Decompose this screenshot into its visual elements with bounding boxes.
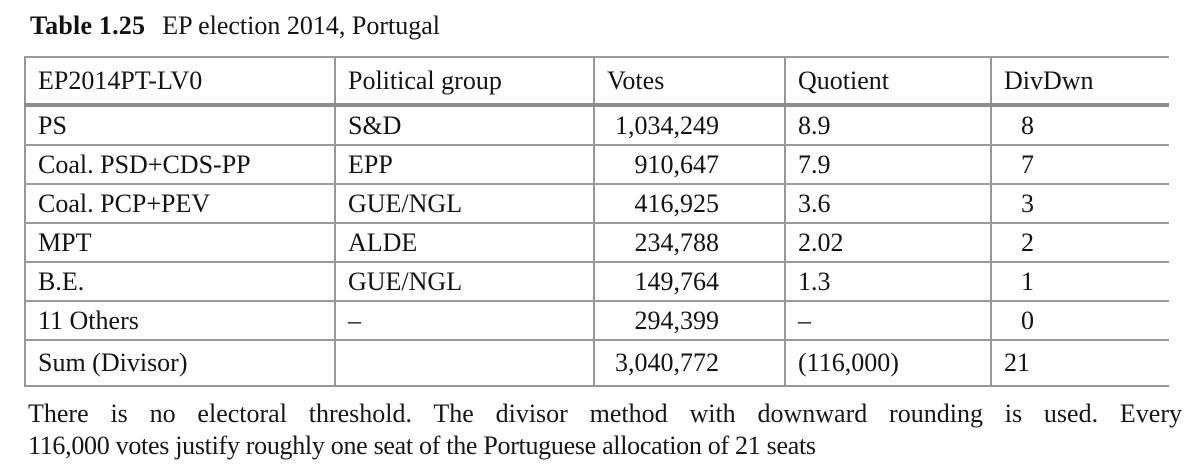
votes-cell: 910,647 — [594, 145, 786, 185]
divdwn-cell: 21 — [1004, 348, 1030, 377]
table-footnote: There is no electoral threshold. The div… — [28, 398, 1182, 462]
party-cell: Sum (Divisor) — [25, 340, 336, 386]
table-row: MPT ALDE 234,788 2.02 2 — [25, 223, 1169, 263]
party-cell: B.E. — [25, 262, 336, 302]
votes-cell: 416,925 — [594, 184, 786, 224]
group-cell: GUE/NGL — [335, 262, 595, 302]
divdwn-value: 3 — [1021, 188, 1034, 218]
group-cell: – — [335, 301, 595, 341]
quotient-cell: 1.3 — [785, 262, 992, 302]
votes-value: 416,925 — [634, 188, 720, 218]
party-cell: Coal. PCP+PEV — [25, 184, 336, 224]
quotient-cell: 8.9 — [785, 105, 992, 146]
header-political-group: Political group — [335, 57, 595, 107]
divdwn-value: 8 — [1021, 110, 1034, 140]
table-row: B.E. GUE/NGL 149,764 1.3 1 — [25, 262, 1169, 302]
quotient-cell: 7.9 — [785, 145, 992, 185]
group-cell: ALDE — [335, 223, 595, 263]
quotient-cell: 2.02 — [785, 223, 992, 263]
table-row: 11 Others – 294,399 – 0 — [25, 301, 1169, 341]
quotient-cell: (116,000) — [785, 340, 992, 386]
votes-value: 1,034,249 — [615, 110, 719, 140]
divdwn-cell: 3 — [991, 184, 1169, 224]
header-votes: Votes — [594, 57, 786, 107]
header-identifier: EP2014PT-LV0 — [25, 57, 336, 107]
table-number: Table 1.25 — [30, 11, 146, 40]
sum-row: Sum (Divisor) 3,040,772 (116,000) 21 — [25, 340, 1169, 386]
votes-cell: 294,399 — [594, 301, 786, 341]
votes-cell: 3,040,772 — [594, 340, 786, 386]
divdwn-cell: 0 — [991, 301, 1169, 341]
party-cell: 11 Others — [25, 301, 336, 341]
group-cell: S&D — [335, 105, 595, 146]
footnote-line-2: 116,000 votes justify roughly one seat o… — [28, 431, 816, 460]
party-cell: MPT — [25, 223, 336, 263]
group-cell — [335, 340, 595, 386]
table-body: PS S&D 1,034,249 8.9 8 Coal. PSD+CDS-PP … — [25, 105, 1169, 386]
votes-cell: 149,764 — [594, 262, 786, 302]
votes-cell: 234,788 — [594, 223, 786, 263]
table-row: PS S&D 1,034,249 8.9 8 — [25, 105, 1169, 146]
party-cell: PS — [25, 105, 336, 146]
votes-value: 149,764 — [634, 266, 720, 296]
header-divdwn: DivDwn — [991, 57, 1169, 107]
votes-value: 294,399 — [634, 305, 720, 335]
divdwn-cell: 8 — [991, 105, 1169, 146]
election-table: EP2014PT-LV0 Political group Votes Quoti… — [24, 56, 1169, 387]
party-cell: Coal. PSD+CDS-PP — [25, 145, 336, 185]
quotient-cell: 3.6 — [785, 184, 992, 224]
quotient-cell: – — [785, 301, 992, 341]
table-row: Coal. PSD+CDS-PP EPP 910,647 7.9 7 — [25, 145, 1169, 185]
votes-value: 910,647 — [634, 149, 720, 179]
divdwn-cell: 1 — [991, 262, 1169, 302]
header-row: EP2014PT-LV0 Political group Votes Quoti… — [25, 57, 1169, 107]
votes-value: 3,040,772 — [615, 348, 719, 377]
divdwn-cell: 2 — [991, 223, 1169, 263]
table-header: EP2014PT-LV0 Political group Votes Quoti… — [25, 57, 1169, 107]
group-cell: GUE/NGL — [335, 184, 595, 224]
votes-cell: 1,034,249 — [594, 105, 786, 146]
footnote-line-1: There is no electoral threshold. The div… — [28, 399, 1182, 428]
divdwn-value: 7 — [1021, 149, 1034, 179]
divdwn-cell: 7 — [991, 145, 1169, 185]
divdwn-value: 1 — [1021, 266, 1034, 296]
group-cell: EPP — [335, 145, 595, 185]
votes-value: 234,788 — [634, 227, 720, 257]
divdwn-value: 2 — [1021, 227, 1034, 257]
header-quotient: Quotient — [785, 57, 992, 107]
table-caption-text: EP election 2014, Portugal — [162, 11, 440, 40]
table-row: Coal. PCP+PEV GUE/NGL 416,925 3.6 3 — [25, 184, 1169, 224]
table-caption: Table 1.25 EP election 2014, Portugal — [30, 11, 440, 41]
divdwn-value: 0 — [1021, 305, 1034, 335]
